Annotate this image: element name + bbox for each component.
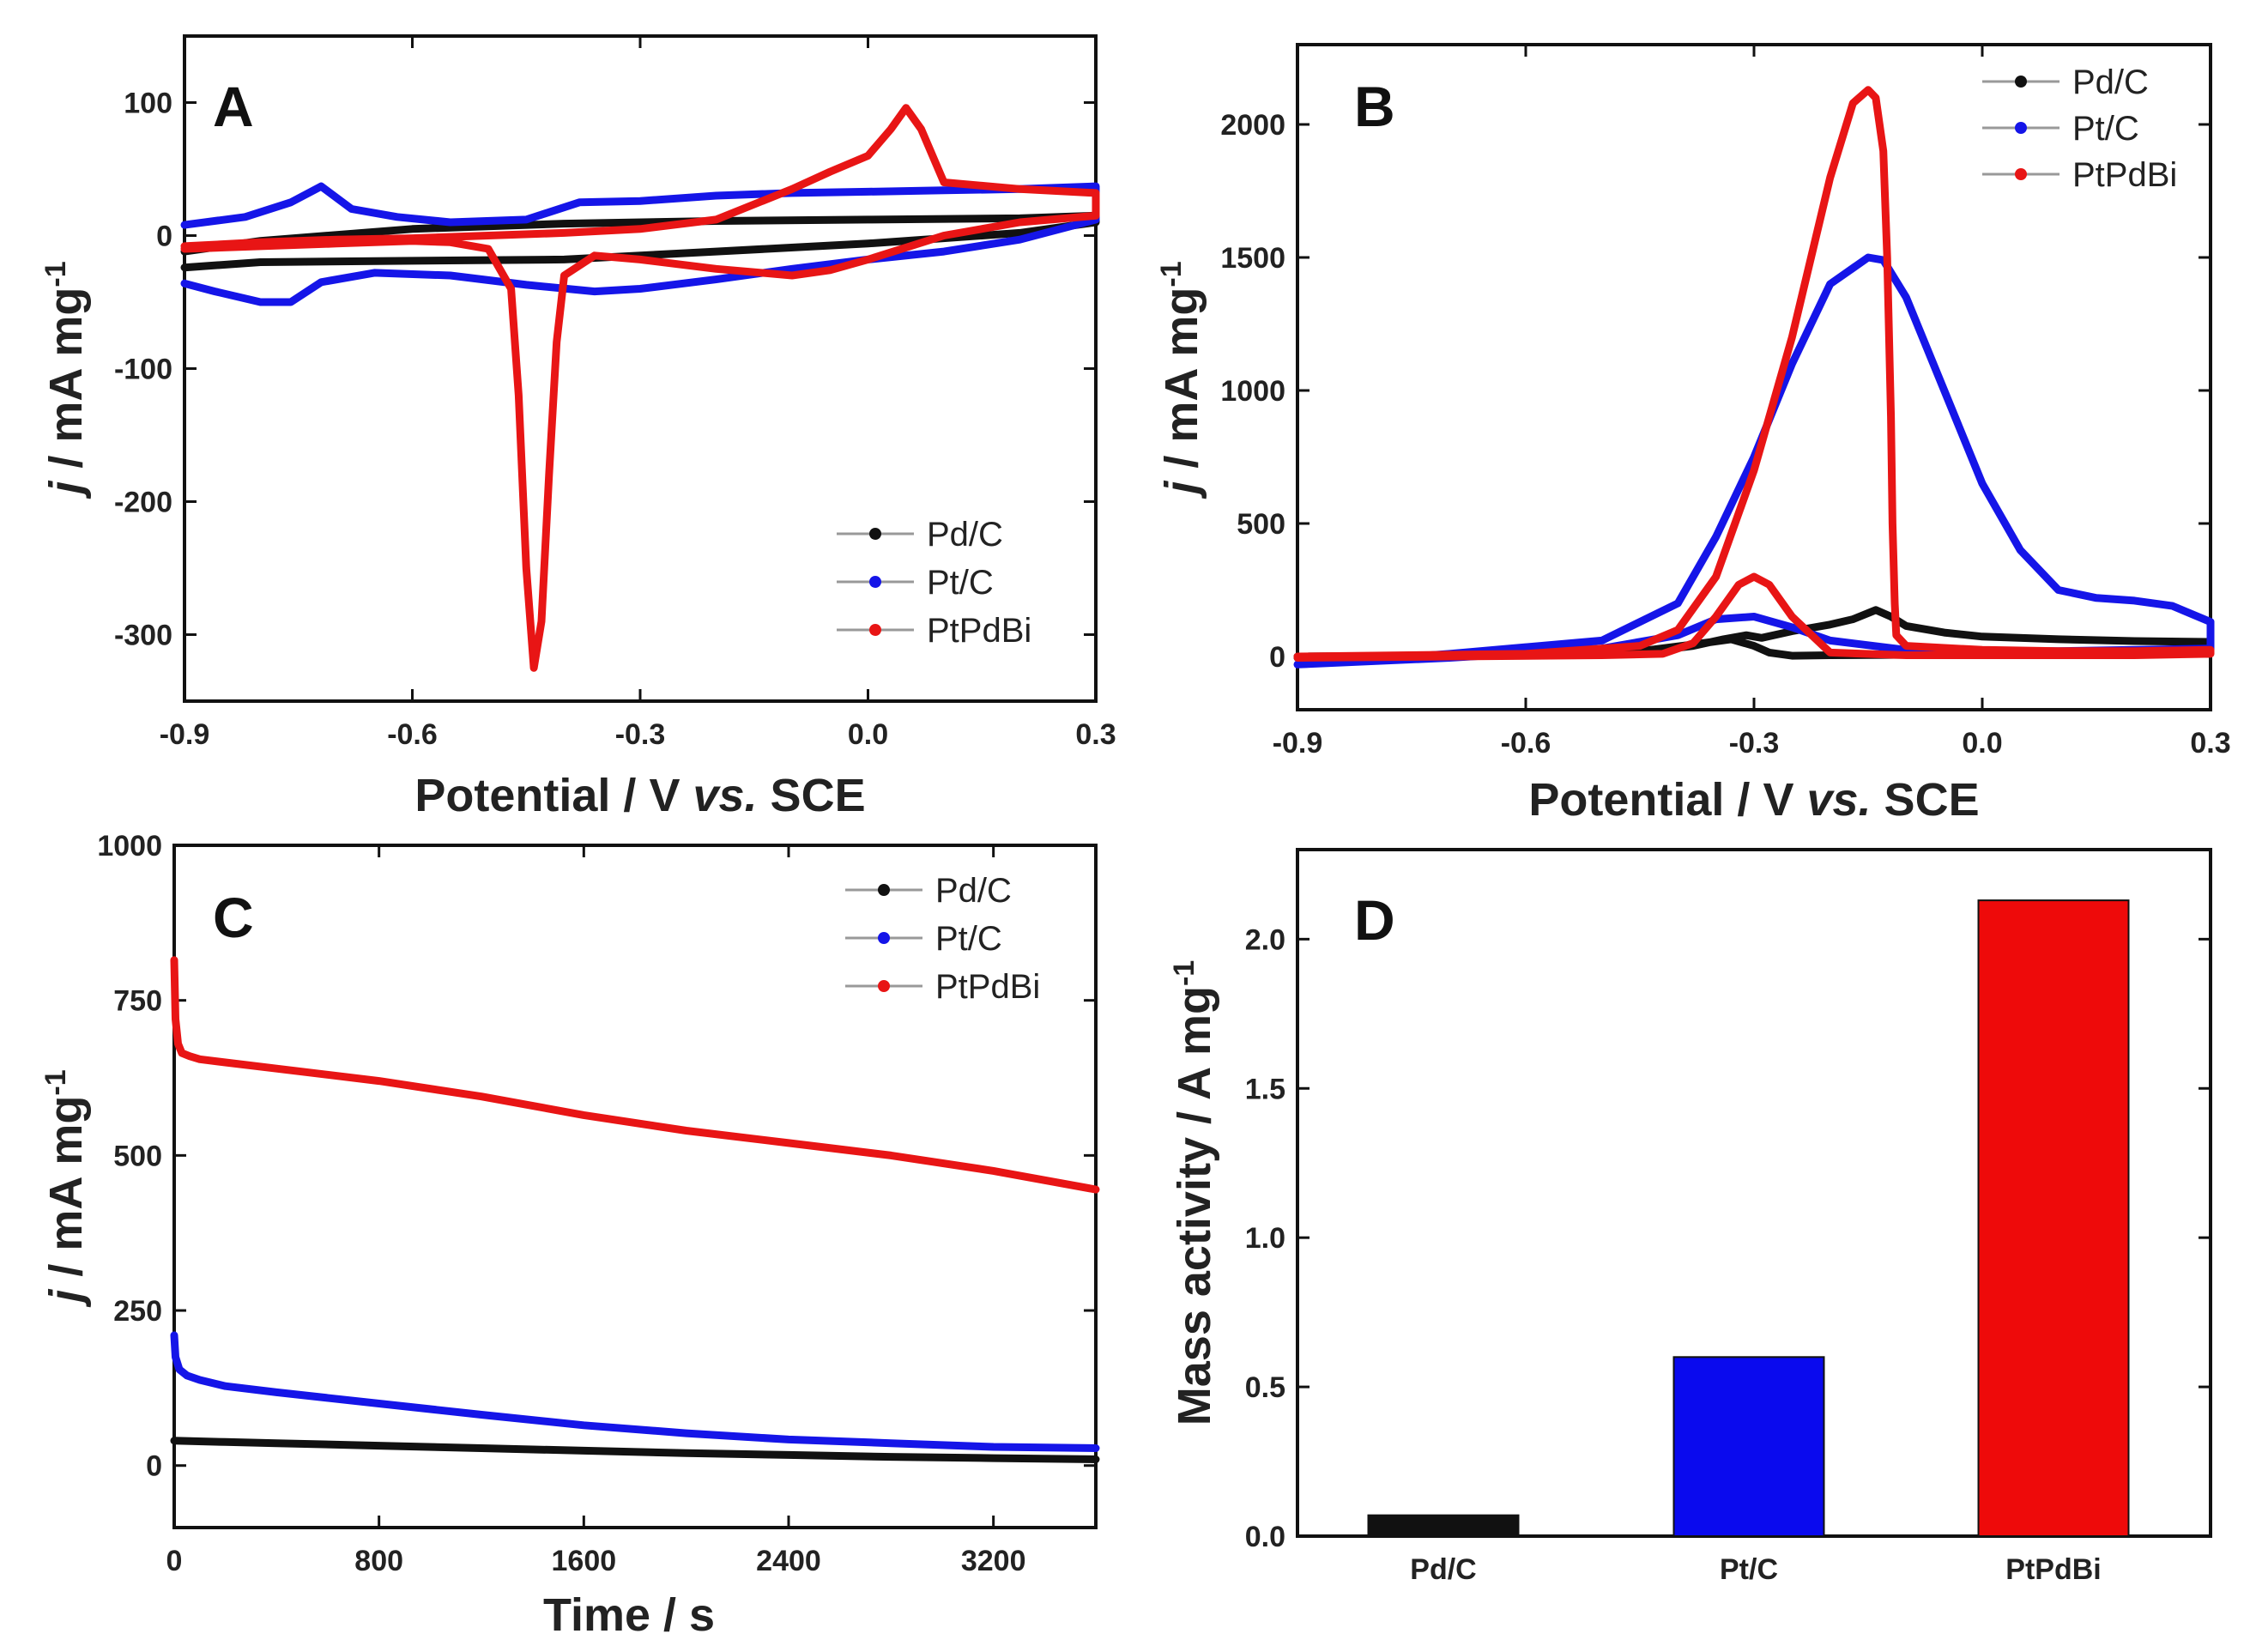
panel-d: Pd/C Pt/C PtPdBi 0.0 0.5 1.0 1.5 2.0 D Mass ac… bbox=[1168, 848, 2212, 1586]
y-tick-label: 100 bbox=[124, 88, 172, 120]
legend-entry: PtPdBi bbox=[935, 968, 1040, 1006]
legend-entry: Pd/C bbox=[927, 516, 1003, 554]
x-tick-label: -0.6 bbox=[1501, 727, 1551, 759]
x-axis: -0.9 -0.6 -0.3 0.0 0.3 bbox=[1273, 45, 2231, 759]
x-axis-label: Potential / V vs. SCE bbox=[1528, 774, 1979, 826]
y-tick-label: 1.5 bbox=[1245, 1073, 1285, 1105]
x-tick-label: -0.9 bbox=[160, 718, 210, 751]
y-tick-label: 1000 bbox=[1220, 375, 1285, 408]
x-axis: Pd/C Pt/C PtPdBi bbox=[1410, 1526, 2102, 1586]
legend-entry: PtPdBi bbox=[927, 612, 1031, 650]
y-axis-label: j / mA mg-1 bbox=[1155, 261, 1207, 499]
y-tick-label: 250 bbox=[113, 1295, 162, 1328]
legend-marker bbox=[2015, 76, 2027, 88]
y-tick-label: 0 bbox=[1269, 641, 1285, 674]
y-axis-label: j / mA mg-1 bbox=[39, 1069, 92, 1307]
y-tick-label: 1000 bbox=[97, 830, 162, 862]
legend-marker bbox=[869, 624, 881, 636]
y-tick-label: 0 bbox=[146, 1450, 162, 1483]
x-tick-label: 1600 bbox=[552, 1545, 617, 1577]
x-axis-label: Potential / V vs. SCE bbox=[414, 770, 865, 821]
y-tick-label: 0 bbox=[156, 221, 172, 253]
legend-entry: PtPdBi bbox=[2072, 156, 2177, 194]
bar bbox=[1672, 1356, 1825, 1537]
x-tick-label: 0.0 bbox=[848, 718, 888, 751]
x-tick-label: Pt/C bbox=[1720, 1553, 1778, 1586]
y-axis: 0 500 1000 1500 2000 bbox=[1220, 109, 2211, 674]
series-line bbox=[170, 1437, 1100, 1463]
legend-marker bbox=[2015, 122, 2027, 134]
x-tick-label: -0.3 bbox=[615, 718, 666, 751]
y-tick-label: 1500 bbox=[1220, 242, 1285, 275]
series-line bbox=[1293, 606, 2215, 662]
x-axis-label: Time / s bbox=[543, 1589, 715, 1641]
legend-entry: Pt/C bbox=[2072, 110, 2139, 148]
legend-marker bbox=[2015, 168, 2027, 180]
legend-marker bbox=[878, 932, 890, 944]
y-axis: 100 0 -100 -200 -300 bbox=[114, 88, 1096, 652]
series-line bbox=[170, 956, 1100, 1194]
x-tick-label: 800 bbox=[354, 1545, 403, 1577]
legend-marker bbox=[869, 528, 881, 540]
x-tick-label: -0.3 bbox=[1729, 727, 1780, 759]
y-tick-label: -300 bbox=[114, 620, 172, 652]
panel-c: 0 800 1600 2400 3200 0 250 500 750 1000 C Time /… bbox=[39, 830, 1100, 1641]
legend-marker bbox=[869, 576, 881, 588]
series-line bbox=[180, 104, 1100, 672]
panel-letter: B bbox=[1354, 75, 1395, 138]
y-axis-label: j / mA mg-1 bbox=[39, 261, 92, 499]
y-tick-label: 0.5 bbox=[1245, 1371, 1285, 1404]
y-tick-label: 500 bbox=[1237, 508, 1285, 541]
panel-letter: A bbox=[213, 75, 254, 138]
x-tick-label: -0.9 bbox=[1273, 727, 1323, 759]
y-tick-label: -200 bbox=[114, 487, 172, 519]
legend-entry: Pt/C bbox=[927, 564, 994, 602]
x-tick-label: Pd/C bbox=[1410, 1553, 1476, 1586]
y-tick-label: 2000 bbox=[1220, 109, 1285, 142]
bar bbox=[1367, 1514, 1520, 1538]
series-line bbox=[170, 1331, 1100, 1452]
x-axis: -0.9 -0.6 -0.3 0.0 0.3 bbox=[160, 36, 1116, 751]
panel-b: -0.9 -0.6 -0.3 0.0 0.3 0 500 1000 1500 2000 B Po… bbox=[1155, 43, 2231, 826]
x-tick-label: 0 bbox=[166, 1545, 183, 1577]
legend: Pd/C Pt/C PtPdBi bbox=[837, 516, 1031, 650]
panel-letter: C bbox=[213, 886, 254, 949]
bar bbox=[1977, 899, 2130, 1538]
x-tick-label: 3200 bbox=[961, 1545, 1026, 1577]
legend-entry: Pd/C bbox=[2072, 64, 2149, 101]
legend: Pd/C Pt/C PtPdBi bbox=[845, 872, 1040, 1006]
legend: Pd/C Pt/C PtPdBi bbox=[1982, 64, 2177, 194]
y-tick-label: -100 bbox=[114, 354, 172, 386]
y-axis: 0.0 0.5 1.0 1.5 2.0 bbox=[1245, 923, 2211, 1553]
x-tick-label: 0.0 bbox=[1962, 727, 2002, 759]
series-layer bbox=[170, 956, 1100, 1463]
legend-entry: Pt/C bbox=[935, 920, 1002, 958]
y-tick-label: 750 bbox=[113, 985, 162, 1018]
x-tick-label: 0.3 bbox=[1075, 718, 1116, 751]
y-tick-label: 1.0 bbox=[1245, 1222, 1285, 1255]
panel-letter: D bbox=[1354, 888, 1395, 952]
y-tick-label: 500 bbox=[113, 1140, 162, 1172]
legend-entry: Pd/C bbox=[935, 872, 1012, 910]
y-tick-label: 2.0 bbox=[1245, 923, 1285, 956]
bars-layer bbox=[1367, 899, 2130, 1538]
series-layer bbox=[180, 104, 1100, 672]
x-tick-label: 0.3 bbox=[2190, 727, 2230, 759]
legend-marker bbox=[878, 980, 890, 992]
y-tick-label: 0.0 bbox=[1245, 1521, 1285, 1553]
x-tick-label: -0.6 bbox=[387, 718, 438, 751]
panel-a: -0.9 -0.6 -0.3 0.0 0.3 100 0 -100 -200 -300 A Po… bbox=[39, 34, 1116, 821]
series-layer bbox=[1293, 86, 2215, 669]
legend-marker bbox=[878, 884, 890, 896]
x-tick-label: PtPdBi bbox=[2005, 1553, 2101, 1586]
y-axis: 0 250 500 750 1000 bbox=[97, 830, 1096, 1483]
y-axis-label: Mass activity / A mg-1 bbox=[1168, 960, 1220, 1425]
series-line bbox=[1293, 86, 2215, 662]
x-axis: 0 800 1600 2400 3200 bbox=[166, 845, 1026, 1577]
x-tick-label: 2400 bbox=[756, 1545, 821, 1577]
